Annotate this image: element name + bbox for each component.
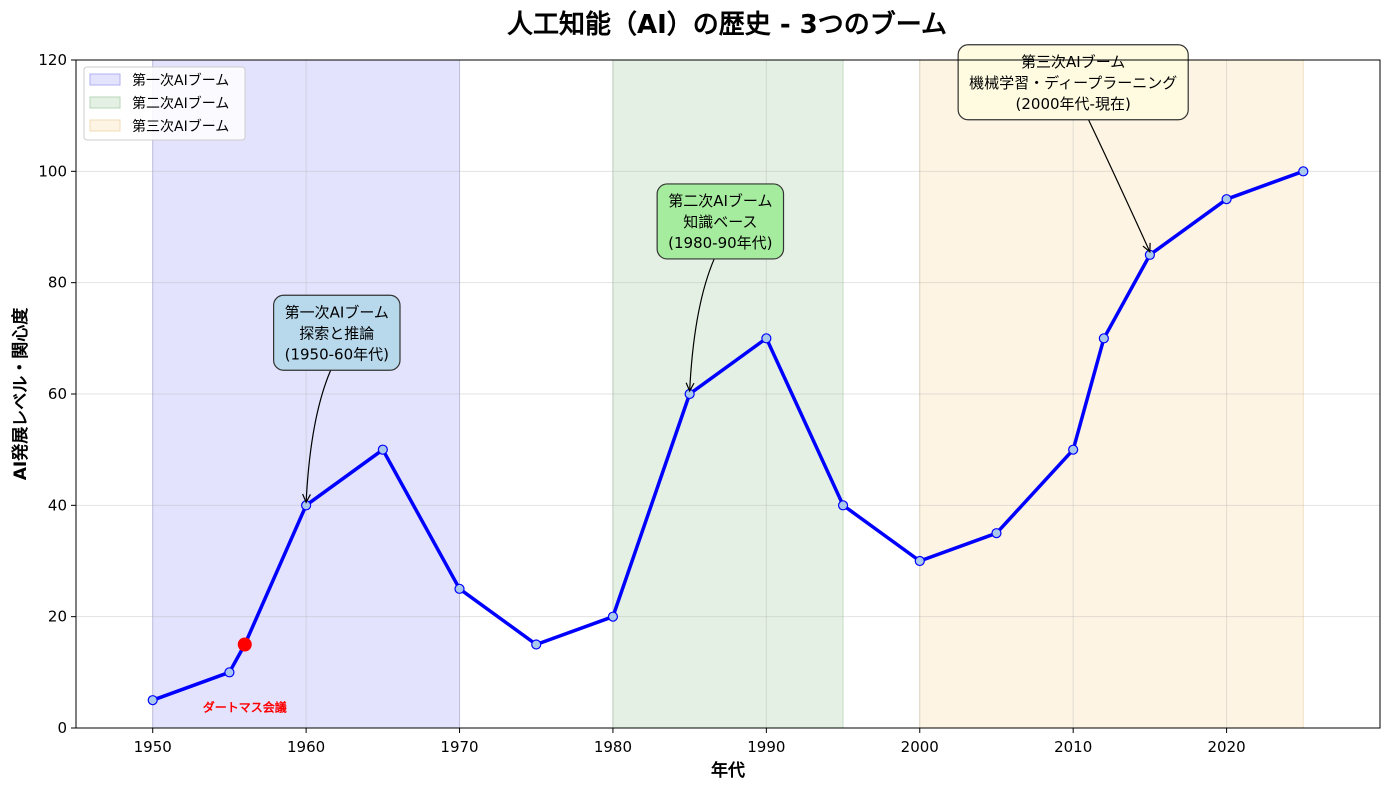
annotation-text: 機械学習・ディープラーニング <box>969 74 1177 92</box>
data-point <box>837 500 849 511</box>
x-tick-label: 1950 <box>134 738 172 756</box>
annotation-box <box>273 294 401 371</box>
y-tick-label: 60 <box>48 385 67 403</box>
legend-swatch <box>89 73 121 86</box>
annotation-arrowhead <box>1142 242 1151 254</box>
annotation-text: (1950-60年代) <box>285 345 389 363</box>
data-point <box>224 667 235 678</box>
highlight-point <box>237 637 252 652</box>
y-tick-label: 120 <box>38 51 67 69</box>
annotation-text: 知識ベース <box>683 213 757 231</box>
legend-frame <box>83 66 246 141</box>
annotation-arrowhead <box>302 493 311 504</box>
y-tick-label: 80 <box>48 274 67 292</box>
y-tick-label: 100 <box>38 162 67 180</box>
data-point <box>1298 166 1309 177</box>
legend-swatch <box>89 119 121 132</box>
data-point <box>1221 194 1232 205</box>
legend-swatch <box>89 96 121 109</box>
data-point <box>607 611 619 622</box>
legend-label: 第二次AIブーム <box>132 95 229 112</box>
x-axis-ticks: 1950 1960 1970 1980 1990 2000 2010 2020 <box>134 728 1246 756</box>
annotation-box <box>957 44 1189 121</box>
x-tick-label: 2020 <box>1207 738 1245 756</box>
annotation-arrowhead <box>685 382 695 393</box>
data-point <box>531 639 542 650</box>
x-tick-label: 1980 <box>594 738 632 756</box>
boom-band-2 <box>612 59 844 729</box>
annotation-text: (2000年代-現在) <box>1016 95 1131 113</box>
y-tick-label: 40 <box>48 496 67 514</box>
x-tick-label: 1990 <box>747 738 785 756</box>
y-axis-ticks: 0 20 40 60 80 100 120 <box>38 51 76 737</box>
highlight-group: ダートマス会議 <box>203 637 287 715</box>
legend-label: 第一次AIブーム <box>132 72 229 89</box>
x-tick-label: 2010 <box>1054 738 1092 756</box>
annotation-arrow <box>689 258 715 392</box>
y-axis-label: AI発展レベル・関心度 <box>10 307 31 480</box>
legend-label: 第三次AIブーム <box>132 118 229 135</box>
annotation-text: 第三次AIブーム <box>1021 53 1125 71</box>
annotation-arrow <box>305 370 332 503</box>
annotation-text: 第一次AIブーム <box>285 303 389 321</box>
data-point <box>761 333 772 344</box>
annotation-arrow <box>1087 119 1151 253</box>
boom-bands <box>152 59 1304 729</box>
x-tick-label: 2000 <box>901 738 939 756</box>
data-point <box>914 555 925 567</box>
data-point <box>1068 444 1079 455</box>
chart-title: 人工知能（AI）の歴史 - 3つのブーム <box>507 9 947 40</box>
annotation-text: 第二次AIブーム <box>668 192 772 210</box>
y-tick-label: 0 <box>57 719 67 737</box>
data-point <box>1098 333 1109 344</box>
x-tick-label: 1960 <box>287 738 325 756</box>
annotation-text: (1980-90年代) <box>668 234 772 252</box>
boom-band-1 <box>152 59 461 729</box>
x-axis-label: 年代 <box>711 760 745 781</box>
series-path <box>152 169 1304 702</box>
data-point <box>377 444 388 455</box>
highlight-label: ダートマス会議 <box>203 700 287 715</box>
x-tick-label: 1970 <box>440 738 478 756</box>
data-point <box>991 528 1002 539</box>
annotation-text: 探索と推論 <box>299 324 374 342</box>
annotation-box <box>656 183 785 260</box>
data-point <box>147 695 158 706</box>
y-tick-label: 20 <box>48 608 67 626</box>
data-point <box>454 583 465 594</box>
